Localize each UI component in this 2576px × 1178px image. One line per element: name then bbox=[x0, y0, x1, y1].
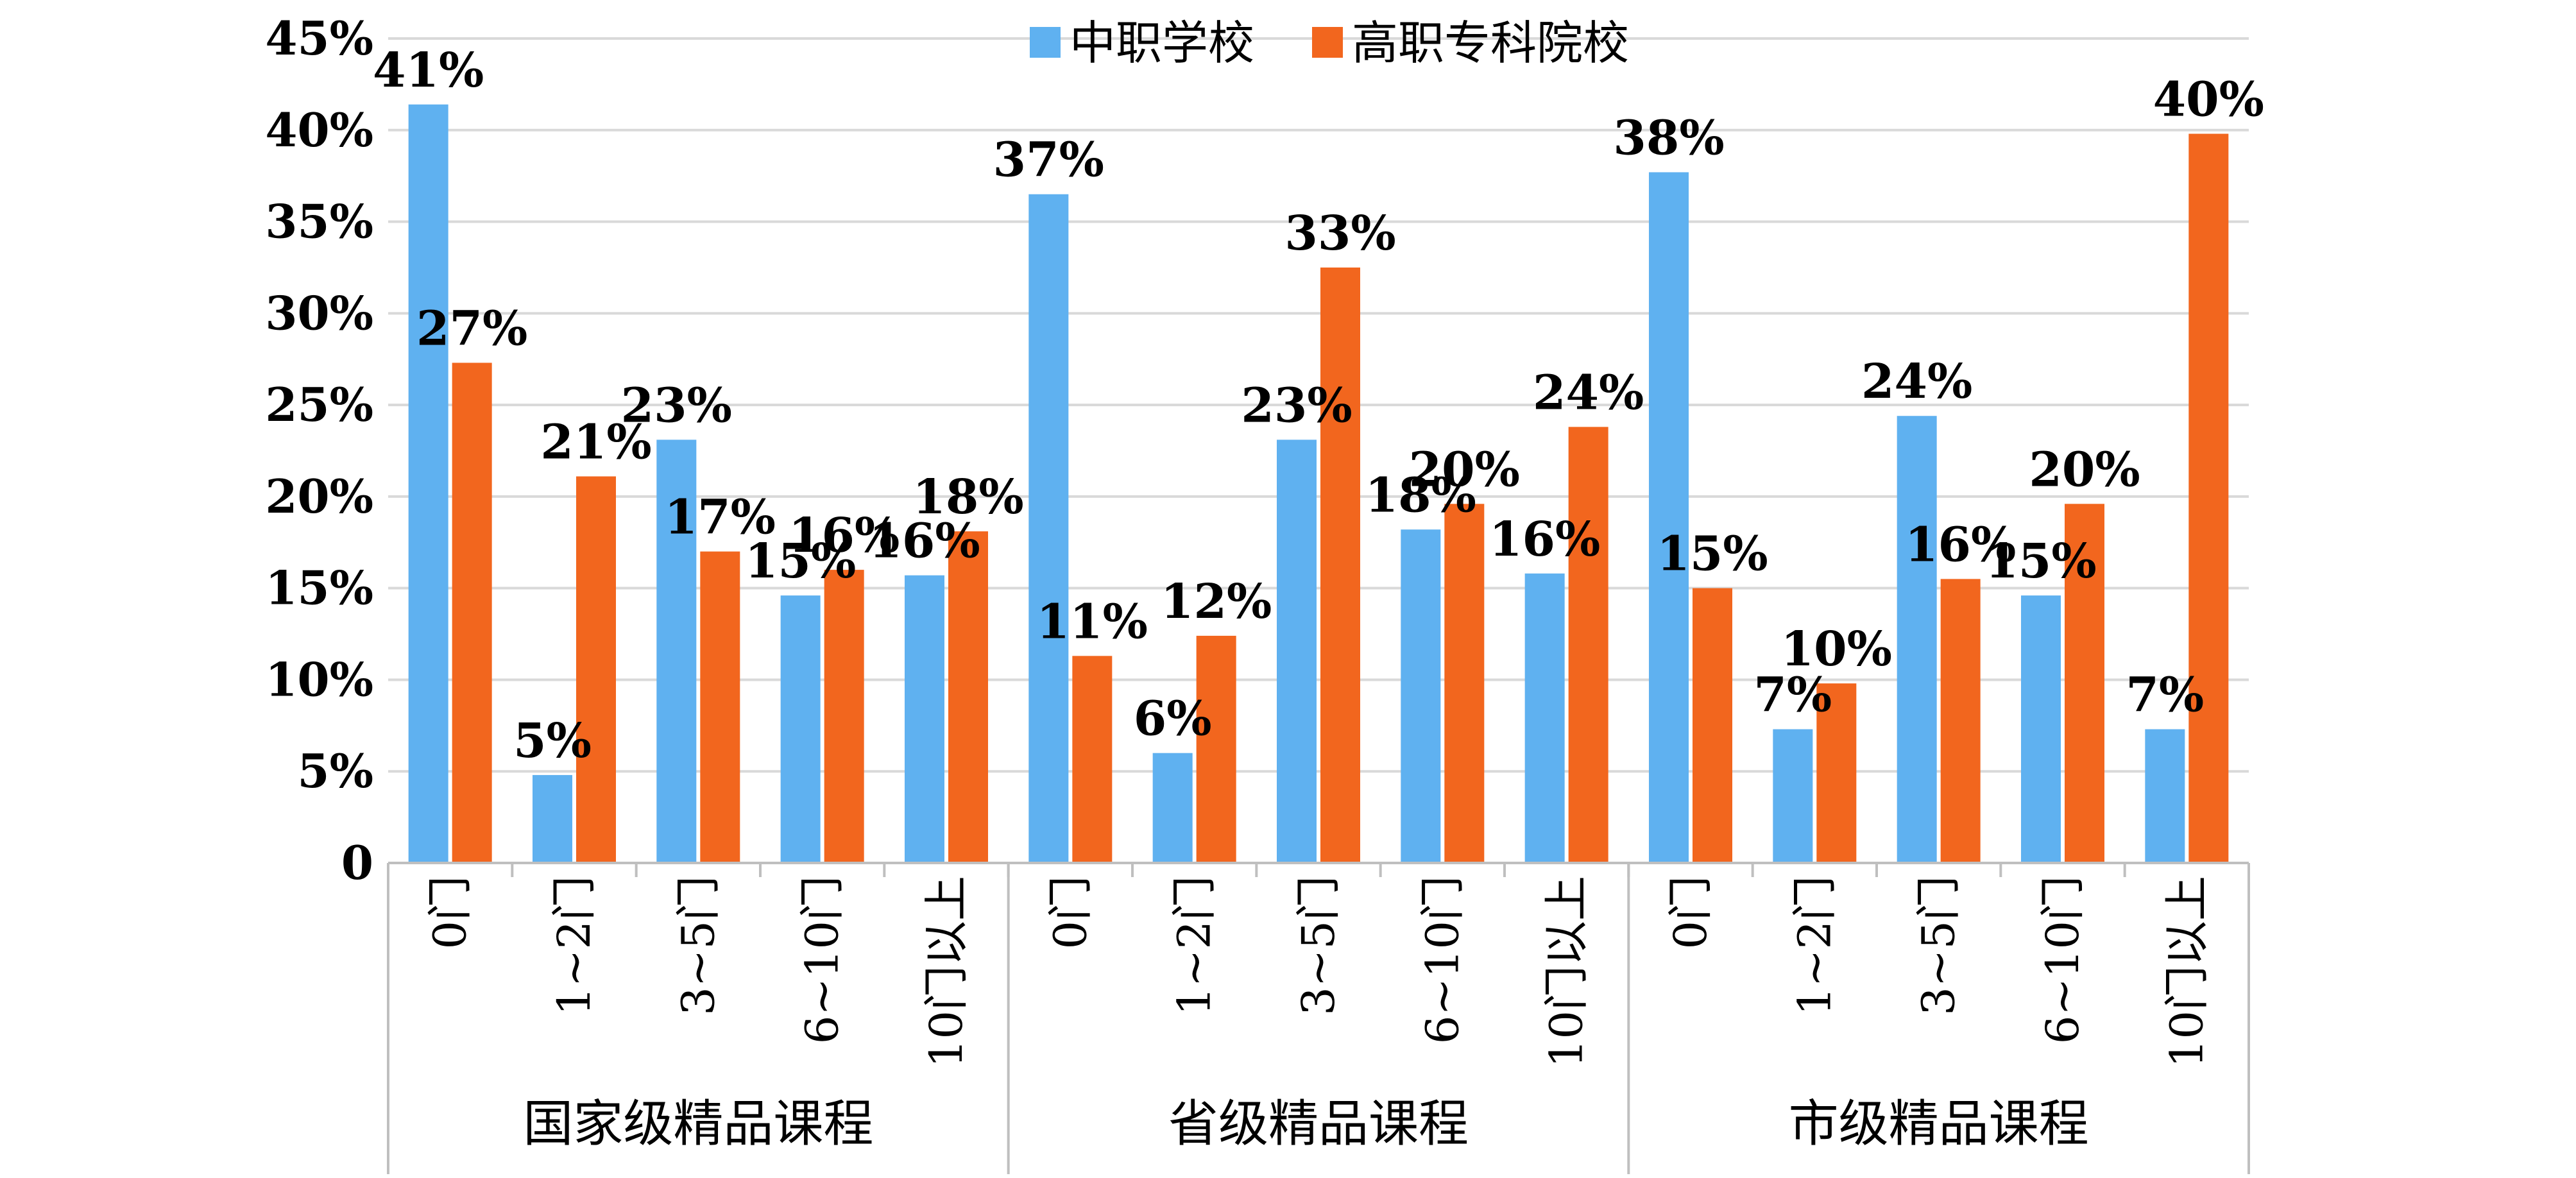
legend-swatch bbox=[1312, 27, 1343, 58]
bar bbox=[533, 774, 572, 863]
bar bbox=[1072, 656, 1113, 863]
x-tick-label: 1~2门 bbox=[548, 876, 601, 1016]
bar bbox=[2188, 133, 2229, 863]
data-label: 16% bbox=[1489, 512, 1600, 567]
data-label: 15% bbox=[1985, 534, 2096, 589]
bar bbox=[1320, 267, 1360, 863]
x-tick-label: 6~10门 bbox=[2036, 876, 2089, 1044]
x-tick-label: 10门以上 bbox=[920, 876, 973, 1068]
bar bbox=[1028, 194, 1069, 864]
bar bbox=[2021, 595, 2061, 863]
bar bbox=[576, 476, 616, 863]
group-label: 国家级精品课程 bbox=[523, 1095, 873, 1153]
bar bbox=[780, 595, 821, 863]
y-tick-label: 10% bbox=[265, 652, 373, 706]
legend-label: 高职专科院校 bbox=[1352, 16, 1629, 70]
x-tick-label: 10门以上 bbox=[1540, 876, 1593, 1068]
data-label: 5% bbox=[513, 713, 592, 769]
bar bbox=[408, 104, 448, 863]
y-tick-label: 0 bbox=[341, 835, 373, 890]
data-label: 16% bbox=[1905, 517, 2016, 572]
bar bbox=[700, 551, 740, 863]
data-label: 10% bbox=[1781, 622, 1892, 677]
legend-swatch bbox=[1030, 27, 1061, 58]
data-label: 16% bbox=[869, 514, 980, 569]
data-label: 38% bbox=[1613, 110, 1724, 166]
data-label: 17% bbox=[665, 490, 776, 545]
bar bbox=[1277, 440, 1317, 863]
data-labels: 41%5%23%15% 16%37%6%23%18%16%38%7%24%15%7… bbox=[373, 43, 2264, 769]
bar bbox=[452, 363, 492, 863]
bar bbox=[1401, 529, 1441, 863]
x-tick-label: 10门以上 bbox=[2160, 876, 2213, 1068]
data-label: 20% bbox=[2029, 442, 2140, 497]
y-tick-label: 30% bbox=[265, 286, 373, 340]
bar bbox=[1816, 683, 1857, 863]
data-label: 23% bbox=[621, 378, 732, 433]
y-tick-label: 35% bbox=[265, 194, 373, 249]
data-label: 24% bbox=[1861, 354, 1972, 409]
data-label: 7% bbox=[2126, 668, 2204, 723]
bar bbox=[1940, 579, 1981, 863]
bar bbox=[905, 575, 944, 863]
data-label: 33% bbox=[1284, 206, 1395, 261]
data-label: 16% bbox=[789, 508, 900, 563]
x-tick-label: 3~5门 bbox=[672, 876, 724, 1016]
bar bbox=[1568, 427, 1608, 863]
data-label: 15% bbox=[745, 534, 856, 589]
data-label: 40% bbox=[2153, 72, 2264, 127]
data-label: 41% bbox=[373, 43, 484, 98]
bar bbox=[824, 570, 864, 863]
data-label: 7% bbox=[1753, 668, 1832, 723]
data-label: 11% bbox=[1037, 594, 1148, 649]
data-label: 20% bbox=[1409, 442, 1520, 497]
bar bbox=[1196, 635, 1236, 863]
x-tick-label: 3~5门 bbox=[1292, 876, 1345, 1016]
y-tick-label: 45% bbox=[265, 11, 373, 65]
y-tick-label: 40% bbox=[265, 103, 373, 157]
data-label: 23% bbox=[1241, 378, 1352, 433]
group-label: 市级精品课程 bbox=[1789, 1095, 2089, 1153]
bars bbox=[408, 104, 2229, 864]
x-tick-label: 6~10门 bbox=[796, 876, 849, 1044]
x-tick-label: 3~5门 bbox=[1913, 876, 1965, 1016]
x-tick-label: 1~2门 bbox=[1788, 876, 1841, 1016]
bar bbox=[2065, 504, 2104, 863]
bar bbox=[1649, 172, 1689, 863]
data-label: 6% bbox=[1134, 692, 1212, 747]
y-tick-label: 20% bbox=[265, 469, 373, 524]
bar bbox=[1773, 729, 1813, 863]
legend-label: 中职学校 bbox=[1070, 16, 1254, 70]
x-tick-label: 0门 bbox=[1664, 876, 1717, 950]
axes: 05%10%15%20%25%30%35%40%45%0门 1~2门 3~5门 6~1… bbox=[265, 11, 2250, 1174]
x-tick-label: 6~10门 bbox=[1416, 876, 1469, 1044]
bar bbox=[1152, 753, 1193, 863]
bar bbox=[2145, 729, 2185, 863]
data-label: 37% bbox=[993, 133, 1104, 188]
data-label: 12% bbox=[1161, 574, 1272, 629]
y-tick-label: 15% bbox=[265, 561, 373, 615]
y-tick-label: 5% bbox=[297, 744, 373, 798]
data-label: 24% bbox=[1533, 365, 1644, 420]
data-label: 15% bbox=[1657, 527, 1768, 582]
bar bbox=[1444, 504, 1485, 863]
y-tick-label: 25% bbox=[265, 377, 373, 432]
data-label: 27% bbox=[416, 301, 527, 356]
data-label: 21% bbox=[540, 414, 651, 470]
x-tick-label: 0门 bbox=[424, 876, 477, 950]
bar bbox=[1693, 588, 1732, 863]
bar bbox=[948, 531, 988, 863]
legend: 中职学校 高职专科院校 bbox=[1030, 16, 1629, 70]
data-label: 18% bbox=[912, 470, 1023, 525]
group-label: 省级精品课程 bbox=[1168, 1095, 1469, 1153]
bar bbox=[1897, 416, 1937, 863]
x-tick-label: 0门 bbox=[1044, 876, 1096, 950]
bar bbox=[656, 440, 697, 863]
data-label: 18% bbox=[1365, 468, 1476, 523]
bar bbox=[1524, 573, 1565, 863]
x-tick-label: 1~2门 bbox=[1168, 876, 1221, 1016]
